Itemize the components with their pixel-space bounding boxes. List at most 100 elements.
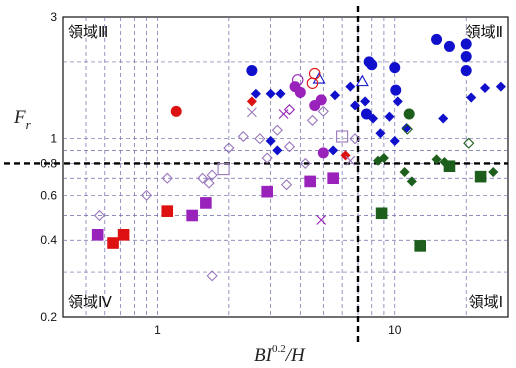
y-tick-label: 0.6 xyxy=(40,188,57,202)
data-point-diamond xyxy=(389,135,400,146)
data-point-diamond xyxy=(272,145,283,156)
data-point-circle xyxy=(460,38,472,50)
data-point-diamond xyxy=(378,152,389,164)
data-point-diamond xyxy=(466,92,477,103)
y-tick-label: 1 xyxy=(50,132,57,146)
data-point-diamond xyxy=(375,128,386,139)
x-tick-label: 1 xyxy=(154,323,161,337)
data-point-square xyxy=(443,160,456,173)
tick-labels: 0.2 0.4 0.6 0.8 1 3 1 10 xyxy=(40,10,401,337)
data-point-diamond xyxy=(317,105,329,117)
y-axis-title-main: F xyxy=(13,107,26,128)
data-point-diamond xyxy=(250,88,261,99)
data-point-diamond xyxy=(271,124,283,136)
data-point-diamond xyxy=(306,114,319,126)
data-point-square xyxy=(107,237,119,249)
data-point-diamond xyxy=(141,189,153,201)
data-point-square xyxy=(117,229,130,241)
data-point-diamond xyxy=(261,152,273,164)
y-axis-title-sub: r xyxy=(26,117,32,132)
data-point-diamond xyxy=(406,176,417,187)
data-point-circle xyxy=(317,147,329,159)
data-point-diamond xyxy=(438,113,449,124)
data-point-square xyxy=(91,229,104,241)
data-point-diamond xyxy=(93,209,106,222)
data-point-diamond xyxy=(161,172,173,184)
data-point-diamond xyxy=(206,270,218,282)
data-point-square xyxy=(414,240,427,252)
data-point-diamond xyxy=(283,104,296,116)
data-point-square xyxy=(375,207,388,220)
region-labels: 領域Ⅲ 領域Ⅱ 領域Ⅳ 領域Ⅰ xyxy=(68,23,503,311)
data-point-diamond xyxy=(280,179,293,191)
data-point-diamond xyxy=(431,154,442,165)
data-point-circle xyxy=(390,84,402,96)
data-point-diamond xyxy=(237,130,249,143)
grid-lines xyxy=(63,17,508,317)
y-tick-label: 0.2 xyxy=(40,310,57,324)
data-point-cross xyxy=(246,107,257,118)
data-point-square xyxy=(327,172,339,185)
data-point-diamond xyxy=(495,81,506,92)
data-point-cross xyxy=(278,109,289,119)
data-point-diamond xyxy=(368,113,379,124)
region-label: 領域Ⅱ xyxy=(466,23,503,41)
data-point-diamond xyxy=(197,172,209,184)
x-axis-title-tail: /H xyxy=(285,345,306,366)
data-point-square xyxy=(200,197,212,209)
data-point-square xyxy=(474,170,487,183)
data-point-triangle xyxy=(355,74,369,87)
data-point-diamond xyxy=(265,135,276,146)
data-point-circle xyxy=(460,65,472,77)
x-axis-title-sup: 0.2 xyxy=(272,343,286,355)
data-point-diamond xyxy=(328,145,339,156)
region-label: 領域Ⅲ xyxy=(68,23,108,41)
data-point-square xyxy=(304,175,316,188)
data-point-diamond xyxy=(384,111,395,122)
data-point-diamond xyxy=(349,133,361,145)
data-point-diamond xyxy=(223,142,235,154)
y-tick-label: 0.4 xyxy=(40,233,57,247)
region-threshold-lines xyxy=(4,6,508,346)
data-point-circle xyxy=(360,108,372,120)
region-label: 領域Ⅰ xyxy=(469,293,503,311)
x-axis-title: BI0.2/H xyxy=(254,343,306,366)
data-point-diamond xyxy=(275,88,286,99)
data-point-circle xyxy=(363,56,375,68)
data-point-circle xyxy=(246,65,258,77)
data-point-diamond xyxy=(203,177,215,189)
data-point-diamond xyxy=(349,100,361,111)
data-points xyxy=(91,33,506,282)
y-tick-label: 0.8 xyxy=(40,156,57,170)
data-point-diamond xyxy=(463,137,475,149)
x-tick-label: 10 xyxy=(388,323,402,337)
x-axis-title-main: BI xyxy=(254,345,274,366)
data-point-square xyxy=(161,205,174,217)
data-point-diamond xyxy=(401,123,413,135)
data-point-circle xyxy=(315,94,327,106)
data-point-diamond xyxy=(488,167,499,178)
data-point-square xyxy=(336,130,349,143)
data-point-square xyxy=(186,209,198,222)
data-point-diamond xyxy=(479,83,491,94)
data-point-diamond xyxy=(399,167,410,178)
y-axis-title: Fr xyxy=(13,107,32,132)
data-point-diamond xyxy=(299,157,311,170)
data-point-cross xyxy=(316,215,327,225)
data-point-square xyxy=(217,163,230,176)
plot-frame xyxy=(62,16,509,318)
data-point-diamond xyxy=(283,141,296,153)
data-point-circle xyxy=(389,62,401,74)
data-point-cross xyxy=(345,155,356,166)
data-point-circle xyxy=(291,74,304,86)
data-point-diamond xyxy=(345,81,356,92)
y-tick-label: 3 xyxy=(50,10,57,24)
data-point-diamond xyxy=(329,90,341,101)
data-point-diamond xyxy=(360,96,371,107)
data-point-diamond xyxy=(254,133,266,145)
data-point-circle xyxy=(170,105,182,117)
data-point-triangle xyxy=(312,71,326,84)
data-point-diamond xyxy=(265,88,276,99)
data-point-diamond xyxy=(392,96,403,107)
data-point-circle xyxy=(431,33,443,45)
